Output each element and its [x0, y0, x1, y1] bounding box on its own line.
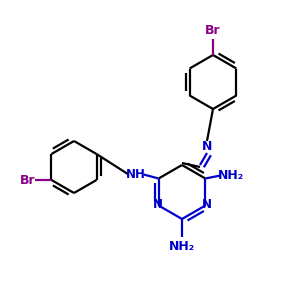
Text: Br: Br: [205, 25, 221, 38]
Text: NH₂: NH₂: [218, 169, 244, 182]
Text: N: N: [153, 198, 163, 211]
Text: Br: Br: [20, 173, 35, 187]
Text: N: N: [202, 140, 212, 154]
Text: NH: NH: [126, 168, 146, 181]
Text: N: N: [201, 198, 212, 211]
Text: NH₂: NH₂: [169, 239, 195, 253]
